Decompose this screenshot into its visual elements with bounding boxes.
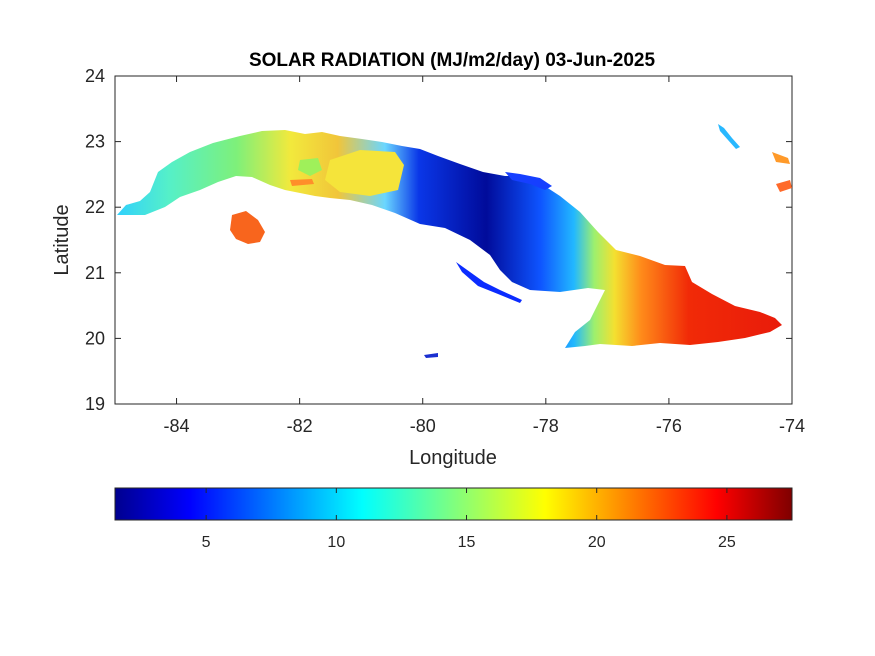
colorbar-tick-label: 20 (588, 534, 606, 551)
x-tick-label: -84 (164, 416, 190, 436)
colorbar-tick-label: 25 (718, 534, 736, 551)
colorbar-tick-label: 15 (458, 534, 476, 551)
map-axes: -84 -82 -80 -78 -76 -74 19 20 21 22 23 24 (85, 66, 805, 436)
x-axis-label: Longitude (409, 447, 497, 469)
plot-area (114, 75, 793, 405)
bahamas-fragment-1 (718, 124, 740, 149)
y-axis-ticks: 19 20 21 22 23 24 (85, 66, 792, 414)
south-cays-central (456, 262, 522, 303)
cuba-main-island (117, 130, 782, 348)
chart-title: SOLAR RADIATION (MJ/m2/day) 03-Jun-2025 (249, 50, 656, 71)
colorbar: 5 10 15 20 25 (114, 487, 793, 551)
south-cay-dot (424, 353, 438, 358)
north-cays (505, 172, 552, 190)
colorbar-tick-label: 5 (202, 534, 211, 551)
bahamas-fragment-3 (776, 180, 792, 192)
y-tick-label: 21 (85, 263, 105, 283)
colorbar-gradient (114, 487, 793, 521)
matanzas-coast (325, 150, 404, 196)
bahamas-fragment-2 (772, 152, 790, 164)
colorbar-tick-label: 10 (327, 534, 345, 551)
radiation-field (117, 124, 792, 358)
isla-de-la-juventud (230, 211, 265, 244)
y-tick-label: 23 (85, 132, 105, 152)
x-tick-label: -82 (287, 416, 313, 436)
y-tick-label: 24 (85, 66, 105, 86)
x-tick-label: -76 (656, 416, 682, 436)
south-cays-west (290, 179, 314, 186)
x-tick-label: -78 (533, 416, 559, 436)
colorbar-ticks: 5 10 15 20 25 (202, 488, 736, 551)
y-tick-label: 20 (85, 328, 105, 348)
y-tick-label: 22 (85, 197, 105, 217)
x-tick-label: -80 (410, 416, 436, 436)
y-tick-label: 19 (85, 394, 105, 414)
y-axis-label: Latitude (51, 204, 73, 275)
x-tick-label: -74 (779, 416, 805, 436)
havana-coast (298, 158, 322, 176)
x-axis-ticks: -84 -82 -80 -78 -76 -74 (164, 76, 805, 436)
